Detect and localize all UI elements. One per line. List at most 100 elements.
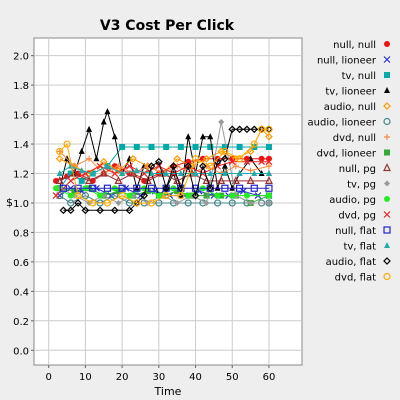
legend-label: null, lioneer (317, 56, 377, 67)
y-tick-label: 1.6 (13, 111, 29, 122)
data-point (147, 162, 156, 170)
legend-marker (384, 242, 390, 248)
data-point (243, 158, 251, 166)
series-14 (59, 125, 273, 215)
legend-label: tv, pg (347, 180, 376, 191)
data-point (163, 170, 170, 177)
legend-marker (383, 102, 391, 110)
data-point (67, 177, 75, 185)
data-point (177, 170, 184, 177)
data-point (265, 192, 272, 199)
legend-item: tv, null (342, 71, 390, 82)
legend-item: null, pg (339, 163, 391, 175)
data-point (118, 192, 126, 200)
data-point (228, 158, 236, 166)
data-point (250, 184, 258, 192)
data-point (169, 162, 178, 170)
plot-area (33, 37, 303, 366)
legend-item: audio, null (324, 102, 391, 113)
data-point (143, 176, 152, 184)
data-point (126, 192, 133, 199)
data-point (235, 155, 244, 163)
data-point (221, 147, 229, 156)
y-tick-label: 1.2 (13, 170, 29, 181)
legend-label: null, flat (335, 226, 376, 237)
legend-item: audio, pg (329, 195, 390, 206)
legend-marker (384, 87, 390, 93)
data-point (81, 192, 89, 200)
series-15 (56, 125, 273, 207)
data-point (177, 144, 184, 150)
data-point (173, 154, 182, 163)
series-13 (56, 162, 272, 177)
data-point (191, 184, 200, 192)
x-tick-label: 40 (189, 372, 202, 383)
data-point (147, 199, 156, 207)
data-point (89, 170, 96, 177)
data-point (235, 184, 244, 192)
data-point (74, 184, 82, 192)
data-point (119, 170, 126, 177)
series-line (59, 165, 269, 175)
data-point (192, 170, 199, 177)
data-point (114, 176, 123, 184)
legend-label: audio, null (324, 102, 376, 113)
data-point (236, 170, 243, 177)
data-point (221, 184, 229, 192)
legend-label: tv, flat (343, 242, 376, 253)
y-tick-label: 1.4 (13, 140, 29, 151)
data-point (247, 199, 254, 206)
data-point (221, 144, 228, 150)
data-point (192, 144, 199, 150)
legend-item: audio, lioneer (308, 118, 391, 129)
legend-marker (383, 163, 391, 172)
data-point (129, 154, 137, 163)
data-point (56, 148, 63, 155)
data-point (55, 154, 64, 163)
data-point (184, 162, 193, 170)
data-point (235, 125, 244, 134)
data-point (228, 125, 237, 134)
legend-item: dvd, pg (338, 211, 391, 222)
data-point (67, 192, 74, 199)
legend-marker (383, 226, 391, 234)
legend-item: dvd, null (333, 133, 390, 144)
data-point (185, 133, 192, 140)
data-point (221, 162, 228, 169)
y-tick-label: 0.2 (13, 317, 29, 328)
legend-item: dvd, lioneer (317, 149, 390, 160)
y-tick-label: 0.4 (13, 287, 29, 298)
data-point (199, 133, 206, 140)
data-point (133, 199, 141, 207)
y-tick-label: 0.0 (13, 346, 29, 357)
data-point (111, 133, 118, 140)
legend-label: audio, lioneer (308, 118, 377, 129)
data-point (114, 166, 123, 175)
data-point (115, 199, 122, 206)
y-axis-label: $ (6, 196, 13, 209)
data-point (162, 184, 171, 193)
data-point (144, 188, 151, 195)
data-point (221, 170, 228, 177)
data-point (174, 188, 181, 195)
legend-marker (384, 196, 390, 202)
data-point (118, 184, 126, 192)
data-point (125, 199, 134, 207)
data-point (99, 168, 108, 177)
data-point (155, 199, 163, 207)
data-point (148, 170, 155, 177)
legend-item: null, flat (335, 226, 391, 237)
data-point (103, 184, 112, 192)
data-point (140, 191, 148, 200)
legend-item: tv, lioneer (325, 87, 390, 98)
data-point (81, 206, 90, 215)
data-point (265, 144, 272, 150)
data-point (78, 167, 85, 174)
y-tick-label: 2.0 (13, 52, 29, 63)
series-12 (59, 184, 273, 192)
data-point (251, 170, 258, 177)
data-point (110, 206, 119, 215)
data-point (104, 108, 111, 115)
data-point (177, 184, 185, 193)
y-tick-label: 1.0 (13, 199, 29, 210)
